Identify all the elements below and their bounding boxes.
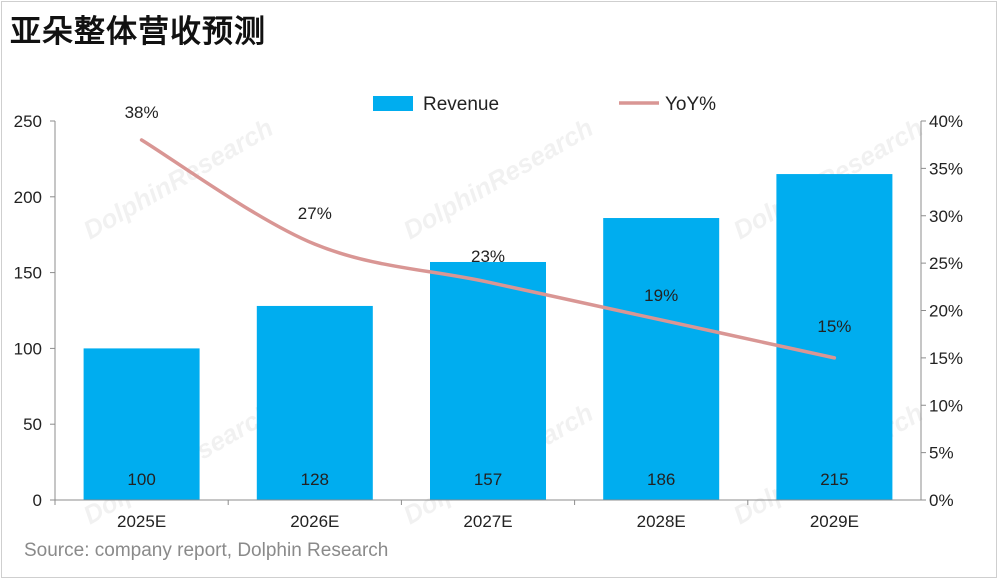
yoy-value-label: 19% [644,286,678,305]
left-tick-label: 0 [33,491,42,510]
bar-value-label: 215 [820,470,848,489]
yoy-value-label: 27% [298,204,332,223]
revenue-bar [776,174,893,500]
bar-value-label: 128 [301,470,329,489]
left-tick-label: 200 [14,188,42,207]
revenue-bar [256,305,373,500]
right-tick-label: 0% [929,491,954,510]
x-tick-label: 2029E [810,512,859,531]
revenue-bar [430,261,546,500]
chart-title: 亚朵整体营收预测 [10,14,266,50]
left-tick-label: 100 [14,339,42,358]
watermark-text: DolphinResearch [398,112,598,245]
x-tick-label: 2025E [117,512,166,531]
right-tick-label: 40% [929,112,963,131]
yoy-line [139,138,837,360]
revenue-bar [83,348,200,500]
x-tick-label: 2027E [463,512,512,531]
revenue-bar [603,218,720,501]
left-tick-label: 250 [14,112,42,131]
right-tick-label: 15% [929,349,963,368]
x-tick-label: 2028E [637,512,686,531]
left-tick-label: 50 [23,415,42,434]
right-tick-label: 30% [929,207,963,226]
legend-revenue-label: Revenue [423,94,499,115]
source-note: Source: company report, Dolphin Research [24,540,389,561]
right-tick-label: 10% [929,396,963,415]
legend-revenue-swatch [373,96,413,111]
x-tick-label: 2026E [290,512,339,531]
right-tick-label: 35% [929,159,963,178]
right-tick-label: 5% [929,444,954,463]
bar-value-label: 186 [647,470,675,489]
right-tick-label: 25% [929,254,963,273]
bar-value-label: 157 [474,470,502,489]
watermark-text: DolphinResearch [78,112,278,245]
bar-value-label: 100 [127,470,155,489]
right-tick-label: 20% [929,302,963,321]
yoy-value-label: 15% [817,317,851,336]
legend-yoy-label: YoY% [665,94,716,115]
yoy-value-label: 38% [125,103,159,122]
left-tick-label: 150 [14,264,42,283]
yoy-value-label: 23% [471,247,505,266]
